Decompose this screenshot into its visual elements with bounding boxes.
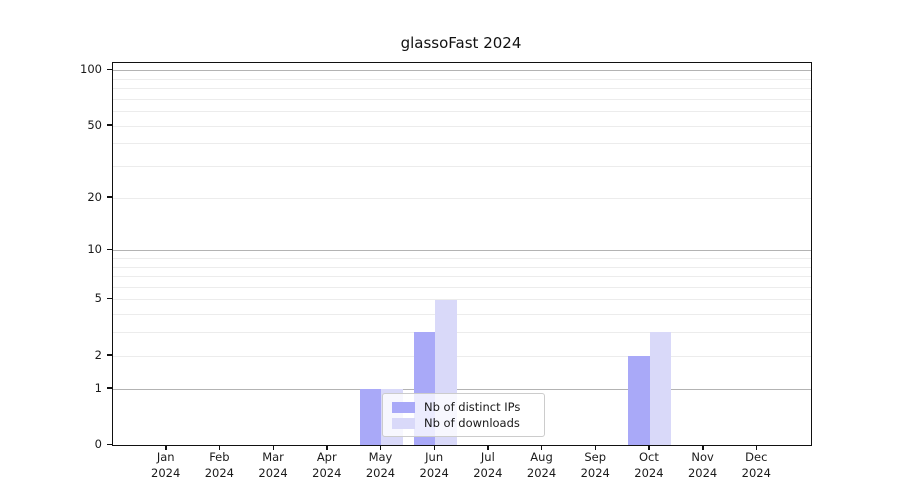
y-tick-mark — [107, 248, 112, 251]
y-minor-gridline — [113, 78, 811, 80]
y-minor-gridline — [113, 276, 811, 278]
x-tick-label: Aug 2024 — [510, 450, 574, 481]
x-tick-year: 2024 — [580, 465, 610, 480]
y-major-gridline — [113, 250, 811, 252]
y-tick-label: 5 — [94, 291, 102, 306]
x-tick-year: 2024 — [204, 465, 235, 480]
y-minor-gridline — [113, 299, 811, 301]
x-tick-mark — [433, 445, 436, 450]
legend-item-downloads: Nb of downloads — [392, 415, 536, 431]
x-tick-year: 2024 — [258, 465, 288, 480]
x-tick-label: Jul 2024 — [456, 450, 520, 481]
y-minor-gridline — [113, 332, 811, 334]
y-tick-mark — [107, 297, 112, 300]
y-minor-gridline — [113, 286, 811, 288]
y-tick-label: 10 — [87, 242, 102, 257]
y-minor-gridline — [113, 355, 811, 357]
y-tick-label: 0 — [94, 437, 102, 451]
x-tick-month: May — [368, 450, 393, 464]
bar-distinct-ips-may — [359, 388, 382, 445]
x-tick-month: Jan — [156, 450, 175, 464]
plot-area: Nb of distinct IPs Nb of downloads — [112, 62, 812, 446]
legend-swatch-downloads — [392, 417, 415, 429]
y-minor-gridline — [113, 111, 811, 113]
y-major-gridline — [113, 70, 811, 72]
y-minor-gridline — [113, 143, 811, 145]
y-minor-gridline — [113, 314, 811, 316]
x-tick-year: 2024 — [526, 465, 557, 480]
x-tick-label: Oct 2024 — [617, 450, 681, 481]
x-tick-month: Oct — [638, 450, 659, 464]
x-tick-label: Sep 2024 — [563, 450, 627, 481]
x-tick-label: Feb 2024 — [187, 450, 251, 481]
y-tick-label: 50 — [87, 117, 102, 132]
x-tick-year: 2024 — [741, 465, 771, 480]
x-tick-label: Jun 2024 — [402, 450, 466, 481]
x-tick-month: Mar — [262, 450, 284, 464]
x-tick-mark — [541, 445, 543, 450]
x-tick-year: 2024 — [473, 465, 503, 480]
x-tick-label: Dec 2024 — [724, 450, 788, 481]
legend-item-distinct-ips: Nb of distinct IPs — [392, 399, 536, 415]
x-tick-year: 2024 — [151, 465, 181, 480]
y-major-gridline — [113, 388, 811, 390]
y-tick-mark — [107, 387, 112, 389]
x-tick-mark — [702, 445, 704, 450]
y-minor-gridline — [113, 197, 811, 199]
y-tick-label: 1 — [94, 380, 102, 395]
y-minor-gridline — [113, 125, 811, 127]
y-minor-gridline — [113, 166, 811, 168]
x-tick-month: Aug — [530, 450, 553, 464]
x-tick-mark — [218, 445, 221, 450]
x-tick-mark — [379, 445, 382, 450]
x-tick-label: Jan 2024 — [134, 450, 198, 481]
x-tick-mark — [326, 445, 328, 450]
legend-label: Nb of downloads — [424, 416, 520, 430]
y-tick-label: 20 — [87, 189, 102, 204]
x-tick-label: Nov 2024 — [671, 450, 735, 481]
chart-title: glassoFast 2024 — [400, 34, 522, 52]
x-tick-mark — [272, 445, 274, 450]
x-tick-label: May 2024 — [348, 450, 412, 481]
y-tick-mark — [107, 443, 112, 445]
x-tick-month: Jul — [480, 450, 495, 464]
legend: Nb of distinct IPs Nb of downloads — [382, 393, 545, 437]
y-minor-gridline — [113, 258, 811, 259]
x-tick-month: Nov — [691, 450, 714, 464]
x-tick-month: Jun — [425, 450, 444, 464]
x-tick-year: 2024 — [312, 465, 342, 480]
x-tick-month: Apr — [316, 450, 337, 464]
y-minor-gridline — [113, 98, 811, 100]
y-minor-gridline — [113, 266, 811, 268]
x-tick-mark — [487, 445, 489, 450]
x-tick-label: Mar 2024 — [241, 450, 305, 481]
x-tick-mark — [648, 445, 650, 450]
x-tick-year: 2024 — [634, 465, 664, 480]
y-tick-mark — [107, 196, 112, 198]
y-tick-mark — [107, 68, 112, 71]
x-tick-mark — [165, 445, 167, 450]
y-minor-gridline — [113, 88, 811, 90]
y-tick-label: 100 — [80, 62, 102, 77]
bar-distinct-ips-oct — [628, 355, 650, 445]
x-tick-mark — [594, 445, 597, 450]
x-tick-month: Sep — [584, 450, 607, 464]
x-tick-year: 2024 — [687, 465, 718, 480]
legend-swatch-distinct-ips — [392, 401, 415, 413]
x-tick-label: Apr 2024 — [295, 450, 359, 481]
y-tick-label: 2 — [94, 347, 102, 362]
bar-downloads-oct — [649, 332, 672, 445]
x-tick-year: 2024 — [419, 465, 449, 480]
x-tick-month: Dec — [745, 450, 768, 464]
x-tick-mark — [755, 445, 758, 450]
x-tick-year: 2024 — [365, 465, 396, 480]
x-tick-month: Feb — [209, 450, 230, 464]
y-tick-mark — [107, 124, 112, 126]
y-tick-mark — [107, 354, 112, 356]
legend-label: Nb of distinct IPs — [424, 400, 521, 414]
